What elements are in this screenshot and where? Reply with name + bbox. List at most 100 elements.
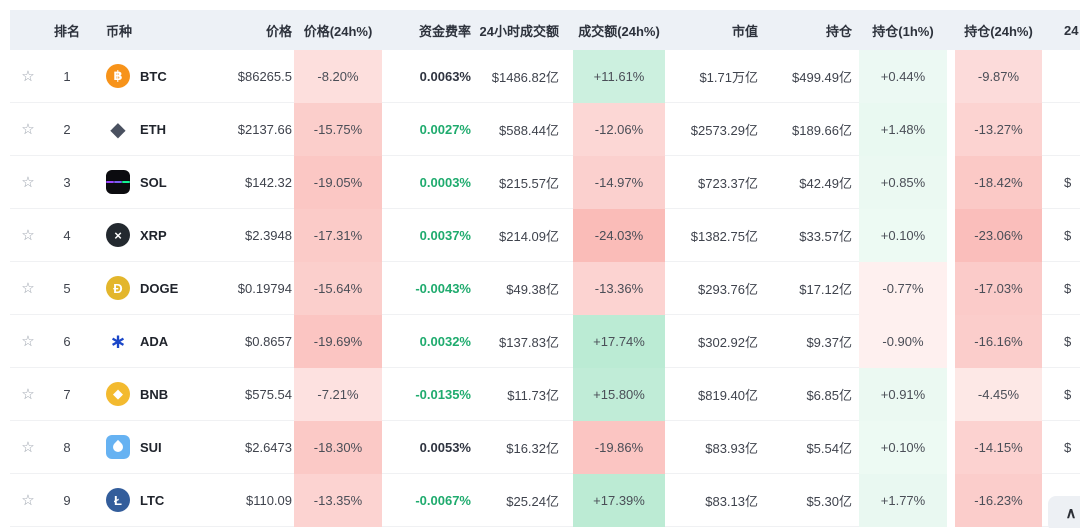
coin-icon: Ð — [106, 276, 130, 300]
funding-rate-cell: 0.0032% — [382, 315, 473, 368]
favorite-star-icon[interactable]: ☆ — [10, 209, 46, 262]
oi-24h-change-cell: -14.15% — [955, 421, 1042, 474]
funding-rate-cell: 0.0003% — [382, 156, 473, 209]
open-interest-cell: $17.12亿 — [763, 262, 859, 315]
funding-rate-cell: -0.0067% — [382, 474, 473, 527]
table-row[interactable]: ☆ 9 Ł LTC $110.09 -13.35% -0.0067% $25.2… — [10, 474, 1080, 527]
oi-1h-change-cell: -0.77% — [859, 262, 947, 315]
coin-symbol: ADA — [140, 333, 169, 349]
rank-cell: 6 — [46, 315, 88, 368]
rank-cell: 8 — [46, 421, 88, 474]
oi-24h-change-cell: -13.27% — [955, 103, 1042, 156]
coin-cell[interactable]: ฿ BTC — [88, 50, 232, 103]
oi-1h-change-cell: +0.10% — [859, 209, 947, 262]
market-cap-cell: $723.37亿 — [665, 156, 763, 209]
oi-1h-change-cell: +1.77% — [859, 474, 947, 527]
market-cap-cell: $83.93亿 — [665, 421, 763, 474]
table-row[interactable]: ☆ 8 SUI $2.6473 -18.30% 0.0053% $16.32亿 … — [10, 421, 1080, 474]
price-24h-change-cell: -19.05% — [294, 156, 382, 209]
favorite-star-icon[interactable]: ☆ — [10, 156, 46, 209]
spacer-cell — [947, 421, 955, 474]
oi-1h-change-cell: -0.90% — [859, 315, 947, 368]
volume-24h-cell: $16.32亿 — [473, 421, 573, 474]
table-row[interactable]: ☆ 2 ◆ ETH $2137.66 -15.75% 0.0027% $588.… — [10, 103, 1080, 156]
table-row[interactable]: ☆ 6 ∗ ADA $0.8657 -19.69% 0.0032% $137.8… — [10, 315, 1080, 368]
column-header-market-cap[interactable]: 市值 — [665, 10, 763, 50]
oi-24h-change-cell: -17.03% — [955, 262, 1042, 315]
coin-cell[interactable]: Ł LTC — [88, 474, 232, 527]
coin-icon: Ł — [106, 488, 130, 512]
spacer-cell — [947, 156, 955, 209]
funding-rate-cell: -0.0043% — [382, 262, 473, 315]
price-24h-change-cell: -18.30% — [294, 421, 382, 474]
volume-24h-cell: $214.09亿 — [473, 209, 573, 262]
price-cell: $142.32 — [232, 156, 294, 209]
volume-24h-cell: $49.38亿 — [473, 262, 573, 315]
price-24h-change-cell: -7.21% — [294, 368, 382, 421]
market-cap-cell: $302.92亿 — [665, 315, 763, 368]
funding-rate-cell: -0.0135% — [382, 368, 473, 421]
price-cell: $0.8657 — [232, 315, 294, 368]
column-header-volume-change-24h[interactable]: 成交额(24h%) — [573, 10, 665, 50]
market-cap-cell: $1.71万亿 — [665, 50, 763, 103]
coin-icon — [106, 170, 130, 194]
coin-symbol: LTC — [140, 492, 165, 508]
coin-cell[interactable]: ∗ ADA — [88, 315, 232, 368]
column-header-price[interactable]: 价格 — [232, 10, 294, 50]
coin-cell[interactable]: ◆ ETH — [88, 103, 232, 156]
coin-icon: × — [106, 223, 130, 247]
open-interest-cell: $499.49亿 — [763, 50, 859, 103]
column-header-cutoff[interactable]: 24 — [1042, 10, 1080, 50]
column-header-funding-rate[interactable]: 资金费率 — [382, 10, 473, 50]
favorite-star-icon[interactable]: ☆ — [10, 474, 46, 527]
volume-change-24h-cell: -19.86% — [573, 421, 665, 474]
price-24h-change-cell: -8.20% — [294, 50, 382, 103]
price-cell: $86265.5 — [232, 50, 294, 103]
coin-cell[interactable]: SOL — [88, 156, 232, 209]
oi-24h-change-cell: -18.42% — [955, 156, 1042, 209]
cutoff-column-cell: $ — [1042, 262, 1080, 315]
table-row[interactable]: ☆ 5 Ð DOGE $0.19794 -15.64% -0.0043% $49… — [10, 262, 1080, 315]
column-header-open-interest[interactable]: 持仓 — [763, 10, 859, 50]
coin-cell[interactable]: SUI — [88, 421, 232, 474]
column-header-price-24h[interactable]: 价格(24h%) — [294, 10, 382, 50]
coin-cell[interactable]: ◆ BNB — [88, 368, 232, 421]
cutoff-column-cell — [1042, 50, 1080, 103]
oi-1h-change-cell: +0.44% — [859, 50, 947, 103]
table-row[interactable]: ☆ 4 × XRP $2.3948 -17.31% 0.0037% $214.0… — [10, 209, 1080, 262]
price-cell: $575.54 — [232, 368, 294, 421]
market-cap-cell: $2573.29亿 — [665, 103, 763, 156]
favorite-star-icon[interactable]: ☆ — [10, 262, 46, 315]
favorite-star-icon[interactable]: ☆ — [10, 50, 46, 103]
column-header-rank[interactable]: 排名 — [46, 10, 88, 50]
volume-24h-cell: $1486.82亿 — [473, 50, 573, 103]
rank-cell: 2 — [46, 103, 88, 156]
coin-cell[interactable]: × XRP — [88, 209, 232, 262]
volume-24h-cell: $25.24亿 — [473, 474, 573, 527]
table-row[interactable]: ☆ 3 SOL $142.32 -19.05% 0.0003% $215.57亿… — [10, 156, 1080, 209]
column-header-coin[interactable]: 币种 — [88, 10, 232, 50]
cutoff-column-cell: $ — [1042, 421, 1080, 474]
favorite-star-icon[interactable]: ☆ — [10, 421, 46, 474]
column-header-volume-24h[interactable]: 24小时成交额 — [473, 10, 573, 50]
open-interest-cell: $6.85亿 — [763, 368, 859, 421]
column-header-favorite — [10, 10, 46, 50]
favorite-star-icon[interactable]: ☆ — [10, 368, 46, 421]
coin-symbol: XRP — [140, 227, 167, 243]
rank-cell: 4 — [46, 209, 88, 262]
coin-symbol: DOGE — [140, 280, 179, 296]
volume-change-24h-cell: +11.61% — [573, 50, 665, 103]
favorite-star-icon[interactable]: ☆ — [10, 103, 46, 156]
table-row[interactable]: ☆ 1 ฿ BTC $86265.5 -8.20% 0.0063% $1486.… — [10, 50, 1080, 103]
column-header-oi-24h[interactable]: 持仓(24h%) — [955, 10, 1042, 50]
column-header-oi-1h[interactable]: 持仓(1h%) — [859, 10, 947, 50]
volume-change-24h-cell: +15.80% — [573, 368, 665, 421]
volume-24h-cell: $215.57亿 — [473, 156, 573, 209]
table-row[interactable]: ☆ 7 ◆ BNB $575.54 -7.21% -0.0135% $11.73… — [10, 368, 1080, 421]
open-interest-cell: $5.30亿 — [763, 474, 859, 527]
oi-1h-change-cell: +0.85% — [859, 156, 947, 209]
spacer-cell — [947, 315, 955, 368]
scroll-to-top-button[interactable]: ∧ — [1048, 496, 1080, 528]
favorite-star-icon[interactable]: ☆ — [10, 315, 46, 368]
coin-cell[interactable]: Ð DOGE — [88, 262, 232, 315]
